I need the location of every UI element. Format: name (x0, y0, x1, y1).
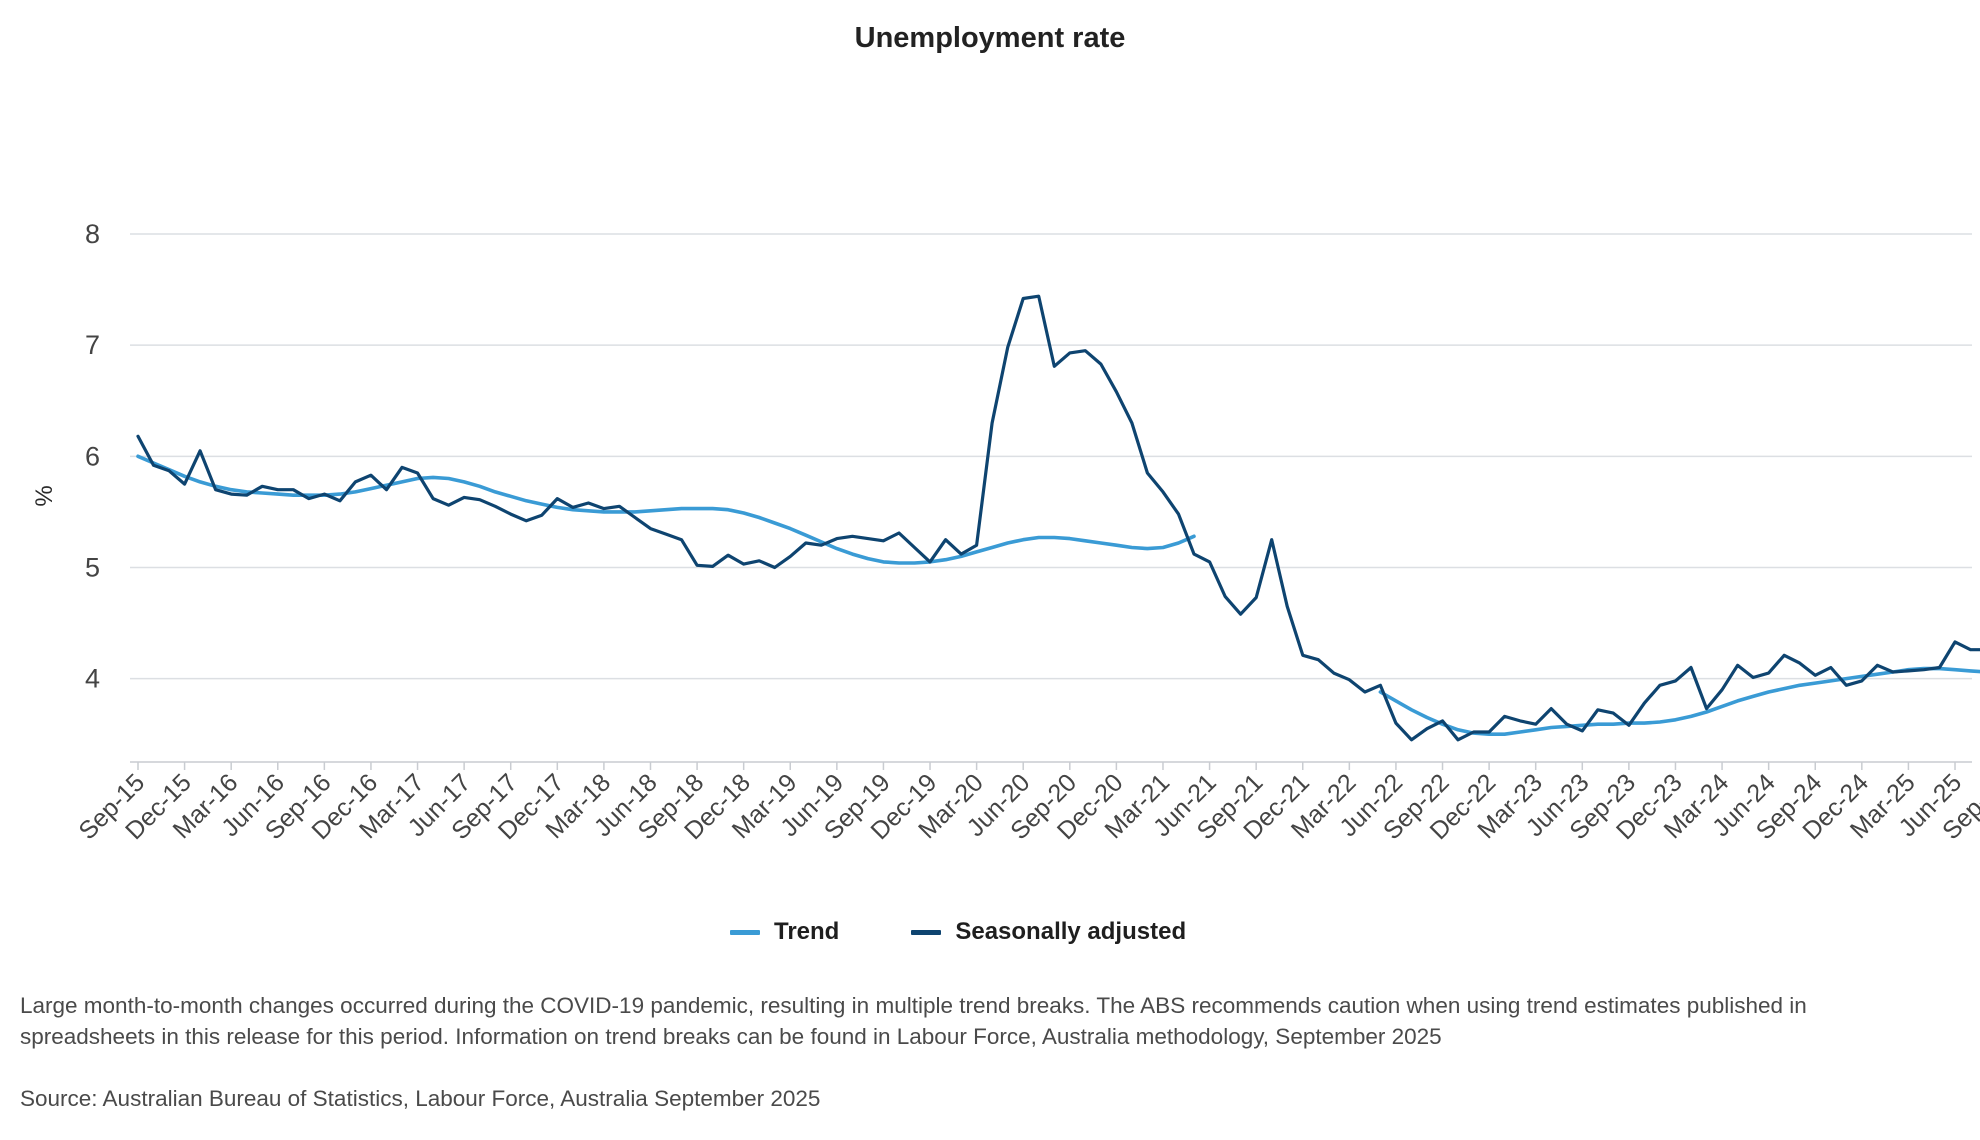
x-tick-labels: Sep-15Dec-15Mar-16Jun-16Sep-16Dec-16Mar-… (73, 768, 1980, 845)
y-tick-label: 8 (85, 219, 100, 249)
y-tick-label: 4 (85, 664, 100, 694)
series-lines (136, 294, 1980, 742)
axes (130, 761, 1972, 770)
y-tick-label: 5 (85, 552, 100, 582)
series-line-trend-1 (1378, 666, 1980, 737)
y-axis-title: % (31, 485, 58, 506)
footnote-note: Large month-to-month changes occurred du… (20, 993, 1807, 1049)
series-line-seasonally-adjusted-0 (136, 294, 1980, 742)
legend-label-trend: Trend (774, 918, 840, 945)
legend-swatch-trend (730, 929, 760, 935)
y-tick-label: 6 (85, 441, 100, 471)
series-line-trend-0 (136, 454, 1196, 565)
chart-title: Unemployment rate (854, 22, 1126, 54)
gridlines (130, 233, 1972, 680)
legend-label-seasonally-adjusted: Seasonally adjusted (955, 918, 1187, 945)
y-tick-label: 7 (85, 330, 100, 360)
y-tick-labels: 4 5 6 7 8 (85, 219, 100, 694)
footnote-source: Source: Australian Bureau of Statistics,… (20, 1086, 821, 1111)
legend: Trend Seasonally adjusted (730, 918, 1258, 946)
legend-swatch-seasonally-adjusted (911, 929, 942, 935)
legend-item-trend[interactable]: Trend (730, 918, 839, 946)
legend-item-seasonally-adjusted[interactable]: Seasonally adjusted (911, 918, 1186, 946)
